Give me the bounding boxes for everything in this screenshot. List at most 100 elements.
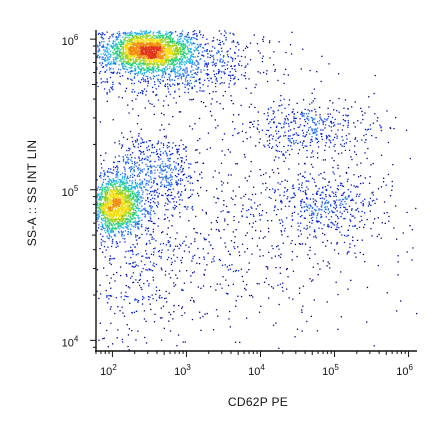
event-dot [167, 73, 170, 75]
event-dot [162, 80, 164, 82]
event-dot [128, 197, 130, 199]
event-dot [310, 163, 313, 166]
event-dot [132, 173, 134, 175]
event-dot [167, 159, 169, 162]
event-dot [103, 170, 105, 172]
event-dot [178, 48, 180, 51]
event-dot [122, 47, 124, 49]
event-dot [232, 33, 234, 35]
event-dot [244, 72, 247, 74]
event-dot [124, 221, 127, 223]
event-dot [138, 37, 140, 39]
event-dot [334, 136, 336, 139]
event-dot [280, 95, 282, 97]
event-dot [104, 196, 106, 198]
event-dot [222, 59, 224, 61]
event-dot [231, 74, 233, 76]
event-dot [205, 73, 207, 75]
event-dot [330, 130, 333, 132]
event-dot [136, 203, 139, 205]
event-dot [332, 211, 334, 214]
event-dot [320, 191, 323, 194]
event-dot [150, 186, 152, 189]
event-dot [287, 135, 290, 137]
event-dot [316, 193, 318, 195]
event-dot [339, 231, 341, 233]
event-dot [178, 148, 180, 150]
event-dot [122, 218, 125, 220]
event-dot [160, 255, 162, 258]
event-dot [110, 63, 112, 65]
event-dot [293, 187, 295, 189]
event-dot [283, 145, 285, 148]
event-dot [275, 199, 277, 201]
event-dot [221, 82, 223, 84]
event-dot [320, 208, 322, 211]
event-dot [119, 187, 121, 189]
event-dot [305, 180, 307, 182]
event-dot [146, 159, 148, 161]
event-dot [362, 118, 364, 121]
event-dot [250, 92, 252, 94]
event-dot [232, 190, 234, 192]
event-dot [248, 262, 250, 264]
event-dot [369, 210, 371, 212]
event-dot [115, 246, 117, 248]
event-dot [242, 280, 244, 283]
event-dot [305, 193, 307, 195]
event-dot [217, 72, 220, 75]
event-dot [360, 162, 362, 164]
event-dot [148, 205, 151, 207]
event-dot [213, 73, 215, 76]
event-dot [117, 193, 119, 195]
event-dot [179, 243, 181, 246]
event-dot [275, 144, 277, 146]
event-dot [168, 150, 171, 152]
event-dot [116, 271, 118, 274]
event-dot [264, 146, 266, 148]
event-dot [178, 53, 180, 56]
event-dot [174, 60, 177, 62]
event-dot [182, 144, 184, 146]
event-dot [136, 299, 138, 301]
event-dot [136, 60, 138, 62]
event-dot [148, 37, 151, 40]
event-dot [182, 41, 184, 43]
event-dot [177, 52, 179, 54]
event-dot [102, 45, 104, 47]
event-dot [280, 151, 283, 153]
event-dot [127, 159, 129, 161]
event-dot [104, 172, 106, 174]
event-dot [312, 266, 314, 268]
event-dot [144, 229, 147, 232]
event-dot [172, 169, 174, 171]
event-dot [161, 69, 163, 71]
event-dot [330, 186, 332, 188]
event-dot [287, 189, 289, 191]
event-dot [166, 69, 168, 71]
event-dot [227, 174, 230, 176]
event-dot [99, 199, 101, 201]
event-dot [136, 32, 139, 34]
event-dot [123, 40, 126, 42]
event-dot [155, 293, 157, 295]
event-dot [217, 125, 219, 127]
event-dot [161, 169, 164, 171]
event-dot [137, 92, 140, 94]
event-dot [336, 242, 338, 244]
event-dot [122, 41, 124, 43]
event-dot [124, 60, 126, 63]
event-dot [124, 185, 126, 187]
event-dot [182, 46, 184, 48]
event-dot [250, 199, 252, 201]
event-dot [180, 194, 182, 197]
event-dot [146, 269, 149, 271]
event-dot [102, 62, 104, 65]
event-dot [113, 257, 116, 260]
event-dot [186, 72, 188, 74]
event-dot [371, 192, 373, 194]
event-dot [130, 199, 132, 201]
event-dot [103, 227, 105, 229]
event-dot [151, 144, 153, 147]
event-dot [178, 196, 180, 198]
